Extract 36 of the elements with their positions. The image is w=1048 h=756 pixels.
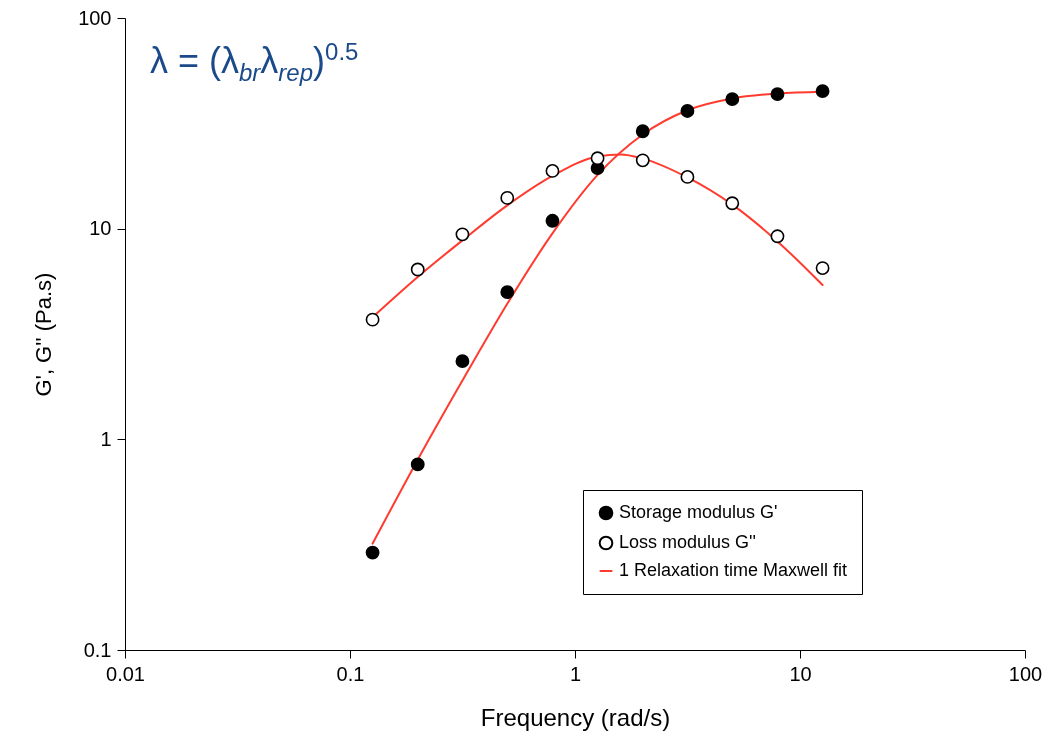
x-tick-label: 1 (569, 662, 582, 685)
point (680, 104, 695, 118)
annotation: λ = (λ$_{br}$λ$_{rep}$)$^{0.5}$ (150, 38, 359, 88)
legend-label: Storage modulus G' (619, 502, 778, 522)
point (635, 124, 650, 139)
y-tick-label: 1 (100, 427, 112, 450)
point (500, 190, 515, 205)
x-tick-label: 100 (1008, 662, 1043, 685)
y-tick-label: 0.1 (83, 638, 112, 661)
point (815, 261, 830, 275)
point (545, 164, 560, 178)
point (815, 84, 830, 98)
point (635, 153, 650, 168)
y-tick-label: 100 (78, 6, 112, 29)
legend-label: 1 Relaxation time Maxwell fit (619, 560, 848, 580)
legend-label: Loss modulus G'' (619, 532, 756, 552)
point (365, 312, 380, 327)
point (410, 262, 425, 277)
point (455, 354, 470, 369)
point (725, 196, 740, 211)
point (680, 170, 695, 184)
y-axis-title: G', G'' (Pa.s) (31, 272, 57, 397)
point (455, 227, 470, 242)
y-tick-label: 10 (89, 217, 112, 240)
point (725, 92, 740, 107)
x-tick-label: 0.01 (106, 662, 145, 685)
point (545, 213, 560, 228)
x-axis-title: Frequency (rad/s) (480, 703, 671, 731)
point (770, 87, 785, 102)
point (365, 545, 380, 560)
x-tick-label: 10 (789, 662, 812, 685)
point (770, 229, 785, 244)
x-tick-label: 0.1 (336, 662, 365, 685)
point (500, 285, 515, 299)
point (590, 151, 605, 166)
point (410, 457, 425, 472)
